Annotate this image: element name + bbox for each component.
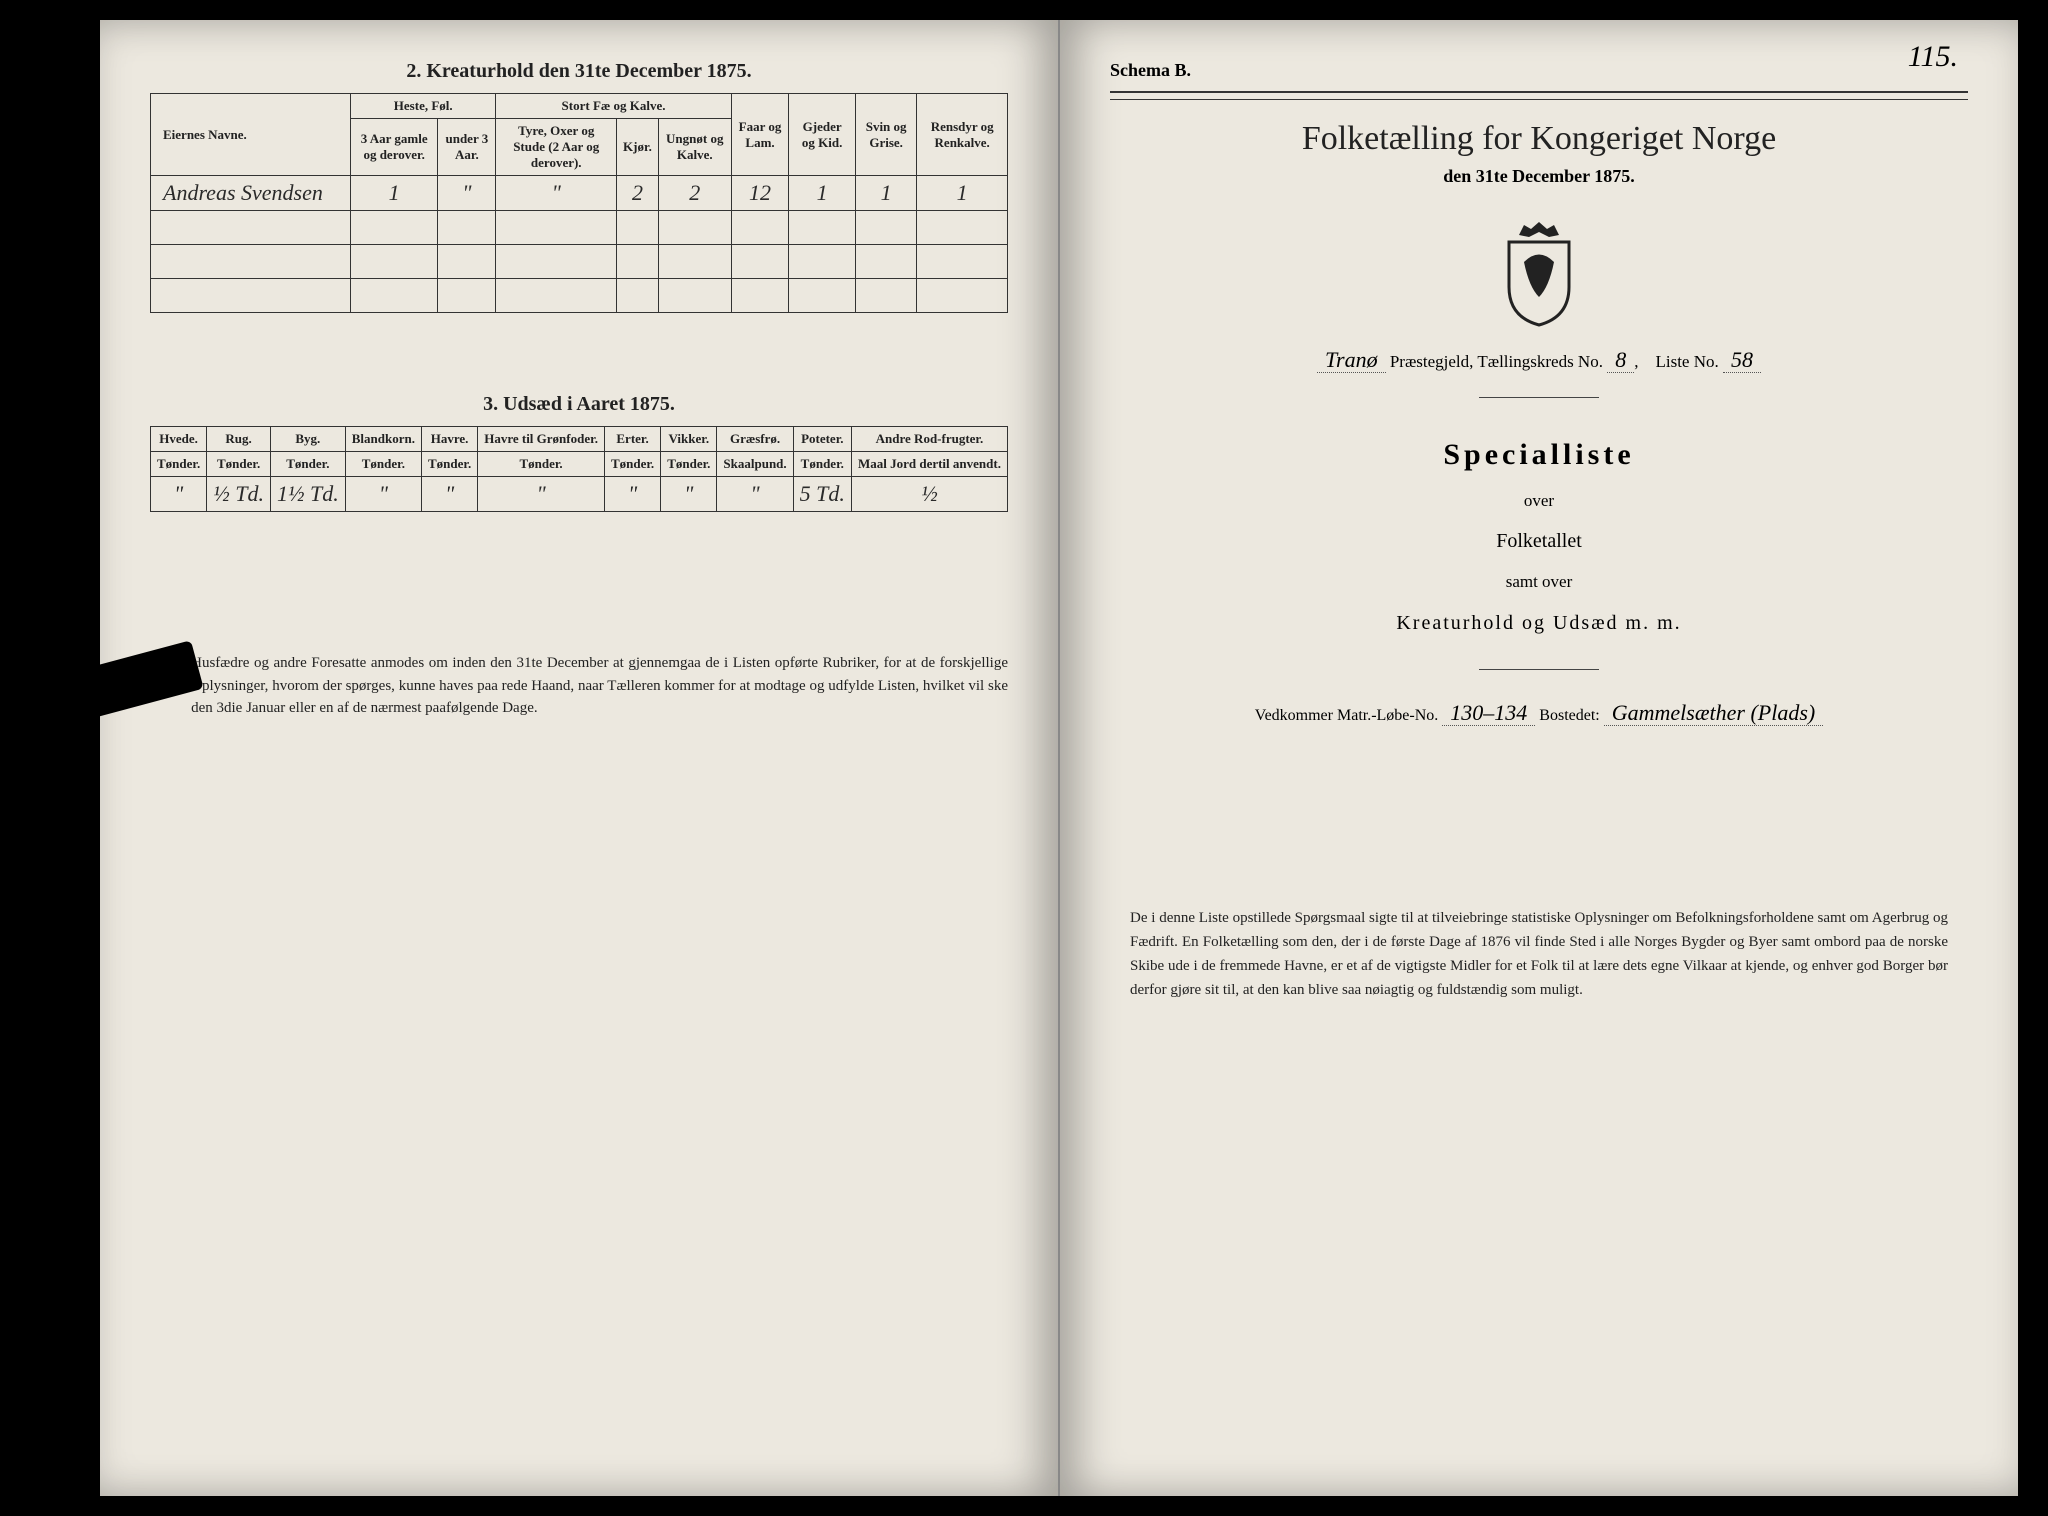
cell: ½	[851, 477, 1007, 512]
subtitle: den 31te December 1875.	[1110, 166, 1968, 187]
cell: "	[151, 477, 207, 512]
col-sheep: Faar og Lam.	[731, 94, 789, 176]
cell: 1	[789, 176, 855, 211]
matr-no: 130–134	[1442, 700, 1535, 726]
kreaturhold-table: Eiernes Navne. Heste, Føl. Stort Fæ og K…	[150, 93, 1008, 313]
cell: "	[345, 477, 421, 512]
line-over: over	[1110, 482, 1968, 519]
line-folketallet: Folketallet	[1110, 519, 1968, 563]
cell: "	[478, 477, 605, 512]
vedkommer-label: Vedkommer Matr.-Løbe-No.	[1255, 707, 1439, 724]
line-kreaturhold: Kreaturhold og Udsæd m. m.	[1110, 601, 1968, 645]
col-horses: Heste, Føl.	[351, 94, 496, 119]
center-lines: over Folketallet samt over Kreaturhold o…	[1110, 482, 1968, 645]
kreds-no: 8	[1607, 347, 1634, 373]
col-oats-green: Havre til Grønfoder.	[478, 427, 605, 452]
liste-label: Liste No.	[1655, 352, 1718, 371]
cell: "	[661, 477, 717, 512]
col-cattle-young: Ungnøt og Kalve.	[658, 119, 731, 176]
cell: 2	[617, 176, 659, 211]
schema-label: Schema B.	[1110, 60, 1968, 81]
unit: Tønder.	[661, 452, 717, 477]
bottom-paragraph: De i denne Liste opstillede Spørgsmaal s…	[1110, 906, 1968, 1002]
col-owner: Eiernes Navne.	[151, 94, 351, 176]
liste-no: 58	[1723, 347, 1761, 373]
rule	[1110, 99, 1968, 100]
col-potatoes: Poteter.	[793, 427, 851, 452]
cell: 5 Td.	[793, 477, 851, 512]
unit: Tønder.	[345, 452, 421, 477]
cell: 1	[855, 176, 916, 211]
col-cattle: Stort Fæ og Kalve.	[496, 94, 731, 119]
vedkommer-line: Vedkommer Matr.-Løbe-No. 130–134 Bostede…	[1110, 700, 1968, 726]
cell: 1	[917, 176, 1008, 211]
col-cattle-bulls: Tyre, Oxer og Stude (2 Aar og derover).	[496, 119, 617, 176]
parish-name: Tranø	[1317, 347, 1386, 373]
page-number: 115.	[1908, 40, 1958, 74]
col-horses-3plus: 3 Aar gamle og derover.	[351, 119, 438, 176]
col-roots: Andre Rod-frugter.	[851, 427, 1007, 452]
cell: 1½ Td.	[270, 477, 345, 512]
col-horses-u3: under 3 Aar.	[438, 119, 496, 176]
right-page: 115. Schema B. Folketælling for Kongerig…	[1060, 20, 2018, 1496]
col-grass: Græsfrø.	[717, 427, 793, 452]
main-title: Folketælling for Kongeriget Norge	[1110, 120, 1968, 158]
rule	[1479, 397, 1599, 398]
rule	[1110, 91, 1968, 93]
table-row: " ½ Td. 1½ Td. " " " " " " 5 Td. ½	[151, 477, 1008, 512]
table-row	[151, 211, 1008, 245]
unit: Tønder.	[421, 452, 477, 477]
section3-title: 3. Udsæd i Aaret 1875.	[150, 393, 1008, 416]
col-oats: Havre.	[421, 427, 477, 452]
unit: Tønder.	[793, 452, 851, 477]
coat-of-arms-icon	[1489, 217, 1589, 327]
left-page: 2. Kreaturhold den 31te December 1875. E…	[100, 20, 1060, 1496]
cell: 2	[658, 176, 731, 211]
book-spread: 2. Kreaturhold den 31te December 1875. E…	[0, 0, 2048, 1516]
table-row: Andreas Svendsen 1 " " 2 2 12 1 1 1	[151, 176, 1008, 211]
col-mixed: Blandkorn.	[345, 427, 421, 452]
rule	[1479, 669, 1599, 670]
col-rye: Rug.	[207, 427, 271, 452]
col-barley: Byg.	[270, 427, 345, 452]
col-vetch: Vikker.	[661, 427, 717, 452]
section2-title: 2. Kreaturhold den 31te December 1875.	[150, 60, 1008, 83]
specialliste-title: Specialliste	[1110, 438, 1968, 472]
col-cattle-cows: Kjør.	[617, 119, 659, 176]
table-row	[151, 279, 1008, 313]
unit: Maal Jord dertil anvendt.	[851, 452, 1007, 477]
cell: "	[604, 477, 660, 512]
unit: Tønder.	[478, 452, 605, 477]
cell: "	[496, 176, 617, 211]
unit: Skaalpund.	[717, 452, 793, 477]
udsaed-table: Hvede. Rug. Byg. Blandkorn. Havre. Havre…	[150, 426, 1008, 512]
cell: 12	[731, 176, 789, 211]
parish-line: Tranø Præstegjeld, Tællingskreds No. 8, …	[1110, 347, 1968, 373]
unit: Tønder.	[207, 452, 271, 477]
unit: Tønder.	[604, 452, 660, 477]
bosted-label: Bostedet:	[1539, 707, 1599, 724]
line-samt: samt over	[1110, 563, 1968, 600]
unit: Tønder.	[151, 452, 207, 477]
col-wheat: Hvede.	[151, 427, 207, 452]
cell-owner: Andreas Svendsen	[151, 176, 351, 211]
col-reindeer: Rensdyr og Renkalve.	[917, 94, 1008, 176]
col-pigs: Svin og Grise.	[855, 94, 916, 176]
table-row	[151, 245, 1008, 279]
cell: "	[438, 176, 496, 211]
footnote-text: Husfædre og andre Foresatte anmodes om i…	[191, 652, 1008, 720]
col-goats: Gjeder og Kid.	[789, 94, 855, 176]
cell: "	[421, 477, 477, 512]
cell: ½ Td.	[207, 477, 271, 512]
bosted-name: Gammelsæther (Plads)	[1604, 700, 1823, 726]
col-peas: Erter.	[604, 427, 660, 452]
parish-label: Præstegjeld, Tællingskreds No.	[1390, 352, 1603, 371]
cell: "	[717, 477, 793, 512]
footnote-block: ☛ Husfædre og andre Foresatte anmodes om…	[150, 652, 1008, 720]
unit: Tønder.	[270, 452, 345, 477]
cell: 1	[351, 176, 438, 211]
